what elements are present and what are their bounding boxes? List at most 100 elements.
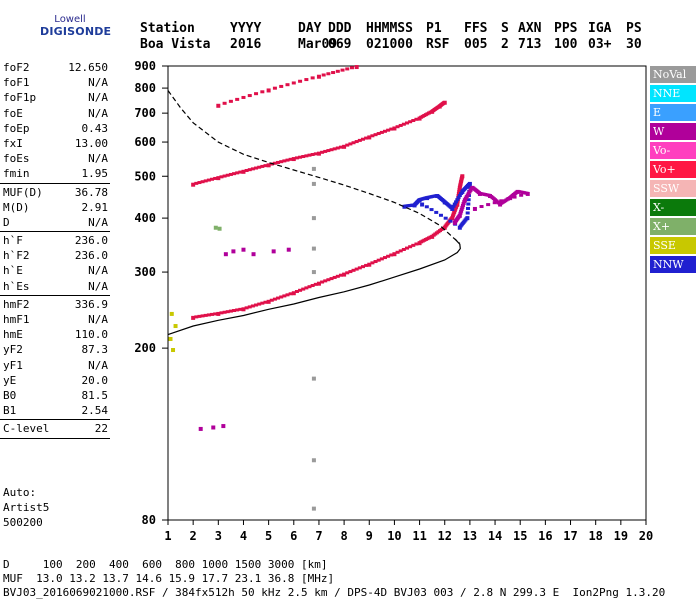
data-point [460,203,465,207]
data-point [348,142,353,146]
data-point [472,206,477,211]
x-tick-label: 8 [340,529,347,543]
param-row: hmF1 N/A [0,312,110,327]
param-value: 110.0 [74,328,108,342]
data-point [241,307,246,312]
data-point [282,294,287,298]
data-point [456,191,461,195]
data-point [217,226,222,231]
legend-item: NoVal [650,66,696,83]
param-row: C-level 22 [0,421,110,436]
data-point [311,181,316,186]
data-point [304,78,309,82]
data-point [459,207,464,211]
data-point [386,128,391,132]
data-point [405,246,409,250]
header-value-s: 2 [501,37,509,52]
data-point [462,198,467,203]
data-point [210,177,215,181]
data-point [266,88,271,93]
data-point [276,296,281,300]
data-point [443,216,448,220]
data-point [279,160,284,164]
data-point [200,314,205,318]
x-tick-label: 17 [563,529,577,543]
data-point [430,234,435,239]
param-row: h`F2 236.0 [0,248,110,263]
data-point [386,254,391,258]
x-tick-label: 4 [240,529,247,543]
data-point [392,126,397,131]
legend-item: X+ [650,218,696,235]
scaled-parameters-panel: foF2 12.650 foF1 N/A foF1p N/A foE N/A foEp 0.43 f… [0,60,110,440]
data-point [466,202,471,206]
param-value: 12.650 [68,61,108,74]
data-point [499,199,504,203]
data-point [424,205,429,209]
data-point [311,166,316,171]
data-point [251,252,256,257]
data-point [326,278,331,282]
data-point [316,74,321,79]
param-row: foE N/A [0,106,110,121]
x-tick-label: 2 [190,529,197,543]
data-point [373,260,378,264]
data-point [311,246,316,251]
param-name: foEp [3,121,30,135]
data-point [370,261,375,265]
param-row: hmF2 336.9 [0,297,110,312]
data-point [392,252,397,257]
data-point [213,225,218,230]
data-point [311,270,316,275]
data-point [310,284,315,288]
data-point [379,257,384,261]
param-group-confidence: C-level 22 [0,421,110,436]
data-point [463,196,468,200]
param-value: N/A [88,279,108,293]
data-point [323,279,328,283]
auto-software: Artist5 [3,501,50,514]
data-point [271,249,276,254]
data-point [408,120,413,124]
param-name: yF1 [3,358,23,372]
param-row: h`E N/A [0,263,110,278]
param-row: h`F 236.0 [0,233,110,248]
param-row: yE 20.0 [0,373,110,388]
data-point [310,152,315,156]
data-point [168,336,173,341]
data-point [452,202,457,206]
data-point [216,103,221,108]
data-point [206,313,211,317]
data-point [451,204,456,208]
data-point [519,193,524,197]
data-point [398,249,403,253]
param-row: foF1p N/A [0,90,110,105]
data-point [254,166,259,170]
data-point [203,179,208,183]
data-point [442,100,447,105]
data-point [200,180,205,184]
param-name: yE [3,373,17,387]
data-point [238,170,243,174]
param-row: yF2 87.3 [0,342,110,357]
x-tick-label: 19 [614,529,628,543]
param-row: M(D) 2.91 [0,200,110,215]
y-tick-label: 500 [134,169,156,183]
data-point [307,285,312,289]
data-point [301,287,306,291]
data-point [457,189,462,193]
y-tick-label: 400 [134,211,156,225]
data-point [288,292,293,296]
legend-item: NNE [650,85,696,102]
data-point [360,137,365,141]
data-point [286,247,291,252]
y-tick-label: 900 [134,59,156,73]
data-point [313,152,318,156]
legend-item: Vo- [650,142,696,159]
data-point [329,148,334,152]
data-point [250,167,255,171]
data-point [450,206,455,211]
param-name: foF2 [3,61,30,74]
data-point [467,181,472,186]
